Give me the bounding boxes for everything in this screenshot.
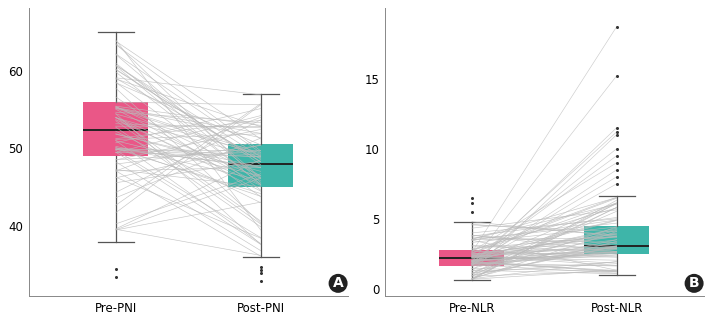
Text: A: A: [333, 276, 343, 290]
Bar: [439, 251, 504, 266]
Bar: [83, 102, 148, 156]
Text: B: B: [689, 276, 699, 290]
Bar: [228, 144, 293, 187]
Bar: [584, 226, 649, 254]
